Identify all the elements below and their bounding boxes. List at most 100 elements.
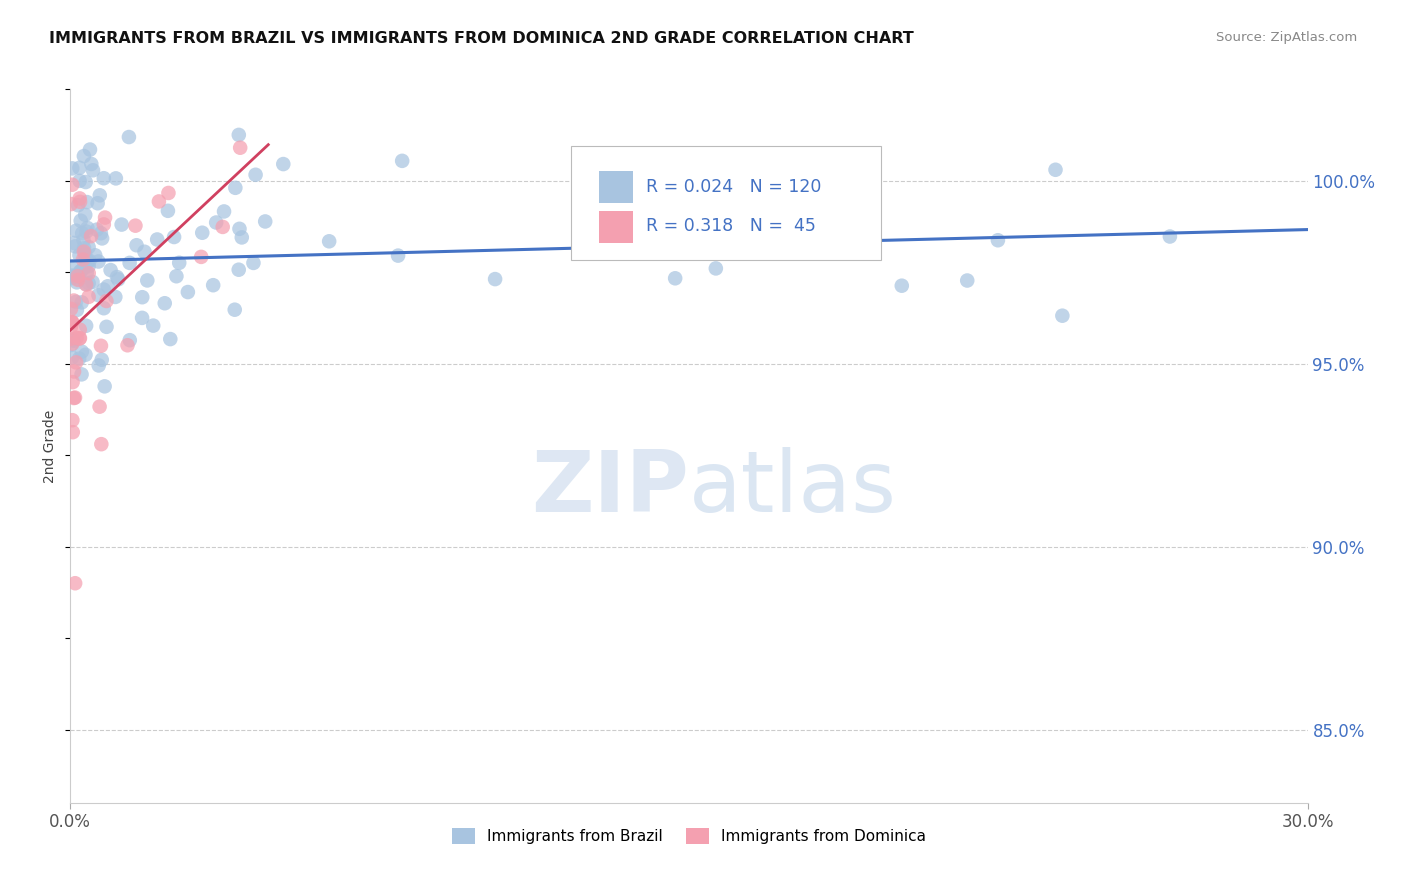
Point xyxy=(118,130,141,145)
Point xyxy=(118,333,141,347)
Point xyxy=(167,256,190,270)
Point xyxy=(104,171,127,186)
Point xyxy=(73,149,96,163)
Point xyxy=(60,315,83,329)
Y-axis label: 2nd Grade: 2nd Grade xyxy=(44,409,58,483)
Point xyxy=(97,279,120,293)
Point xyxy=(96,319,118,334)
Point xyxy=(229,141,252,155)
Point xyxy=(62,425,84,440)
Point xyxy=(60,336,83,351)
Point xyxy=(59,320,82,334)
Point xyxy=(211,219,233,234)
Point xyxy=(93,379,115,393)
Point xyxy=(87,254,110,268)
Point xyxy=(82,163,104,178)
Point xyxy=(60,271,83,285)
Point xyxy=(69,191,91,205)
Text: R = 0.318   N =  45: R = 0.318 N = 45 xyxy=(645,218,815,235)
Point xyxy=(76,266,98,280)
Point xyxy=(90,226,112,240)
Point xyxy=(63,293,86,308)
Point xyxy=(75,225,97,239)
Text: IMMIGRANTS FROM BRAZIL VS IMMIGRANTS FROM DOMINICA 2ND GRADE CORRELATION CHART: IMMIGRANTS FROM BRAZIL VS IMMIGRANTS FRO… xyxy=(49,31,914,46)
Point xyxy=(75,175,97,189)
Point xyxy=(224,181,246,195)
Point xyxy=(69,213,91,227)
Point xyxy=(93,171,115,186)
Point xyxy=(73,241,96,255)
Point xyxy=(1159,229,1181,244)
Point xyxy=(77,240,100,254)
Point xyxy=(84,248,107,262)
Point xyxy=(484,272,506,286)
Point xyxy=(75,247,97,261)
Point xyxy=(62,375,84,389)
Point xyxy=(153,296,176,310)
Point xyxy=(80,229,103,244)
Point xyxy=(318,235,340,249)
Point xyxy=(254,214,277,228)
Point xyxy=(90,437,112,451)
Point xyxy=(70,344,93,359)
Point xyxy=(163,230,186,244)
Point xyxy=(66,276,89,290)
Point xyxy=(69,174,91,188)
Point xyxy=(75,318,97,333)
Point xyxy=(104,290,127,304)
Point xyxy=(67,248,90,262)
Point xyxy=(118,256,141,270)
Point xyxy=(77,276,100,290)
Point xyxy=(60,315,83,329)
Point xyxy=(156,203,179,218)
Point xyxy=(271,157,294,171)
Legend: Immigrants from Brazil, Immigrants from Dominica: Immigrants from Brazil, Immigrants from … xyxy=(447,823,931,848)
Point xyxy=(70,295,93,310)
Point xyxy=(890,278,912,293)
Point xyxy=(159,332,181,346)
Point xyxy=(63,364,86,378)
Point xyxy=(90,339,112,353)
Point xyxy=(124,219,146,233)
Point xyxy=(76,221,98,235)
Point xyxy=(79,143,101,157)
Point xyxy=(146,232,169,246)
Point xyxy=(70,227,93,241)
Text: atlas: atlas xyxy=(689,447,897,531)
Point xyxy=(228,128,250,142)
Point xyxy=(69,331,91,345)
Point xyxy=(131,290,153,304)
Point xyxy=(105,270,128,285)
Point xyxy=(62,269,84,284)
Point xyxy=(76,195,98,210)
Point xyxy=(231,230,253,244)
Bar xyxy=(599,211,633,243)
Point xyxy=(63,391,86,405)
Point xyxy=(136,273,159,287)
Point xyxy=(66,302,89,317)
Point xyxy=(65,331,87,345)
Point xyxy=(90,352,112,367)
Point xyxy=(60,161,83,176)
Point xyxy=(224,302,246,317)
Point xyxy=(212,204,235,219)
Point xyxy=(93,301,115,316)
Point xyxy=(1045,162,1067,177)
Point xyxy=(779,186,801,201)
Point xyxy=(228,262,250,277)
Text: ZIP: ZIP xyxy=(531,447,689,531)
Point xyxy=(60,260,83,274)
Point xyxy=(134,244,156,259)
Point xyxy=(72,252,94,267)
Point xyxy=(96,293,118,308)
Point xyxy=(70,264,93,278)
Point xyxy=(65,294,87,309)
Point xyxy=(177,285,200,299)
Point xyxy=(77,266,100,280)
Point xyxy=(242,256,264,270)
Point xyxy=(202,278,225,293)
Point xyxy=(987,233,1010,247)
Point xyxy=(148,194,170,209)
Point xyxy=(93,218,115,232)
Point xyxy=(111,218,134,232)
